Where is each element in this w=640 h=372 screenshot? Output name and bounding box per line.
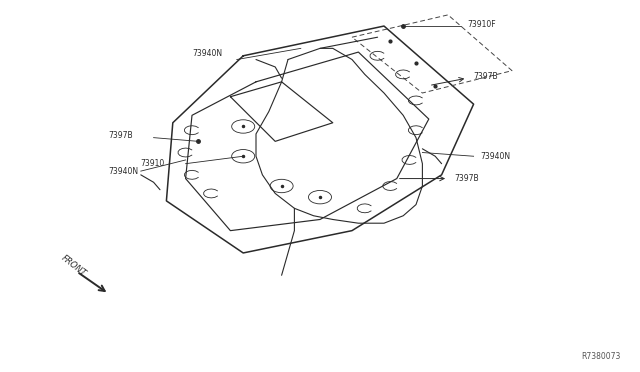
Text: FRONT: FRONT xyxy=(60,254,88,278)
Text: 7397B: 7397B xyxy=(109,131,133,140)
Text: 73940N: 73940N xyxy=(480,152,510,161)
Text: 73940N: 73940N xyxy=(192,49,222,58)
Text: 7397B: 7397B xyxy=(474,72,498,81)
Text: 73910: 73910 xyxy=(141,159,165,168)
Text: 73910F: 73910F xyxy=(467,20,496,29)
Text: 73940N: 73940N xyxy=(109,167,139,176)
Text: R7380073: R7380073 xyxy=(581,352,621,361)
Text: 7397B: 7397B xyxy=(454,174,479,183)
